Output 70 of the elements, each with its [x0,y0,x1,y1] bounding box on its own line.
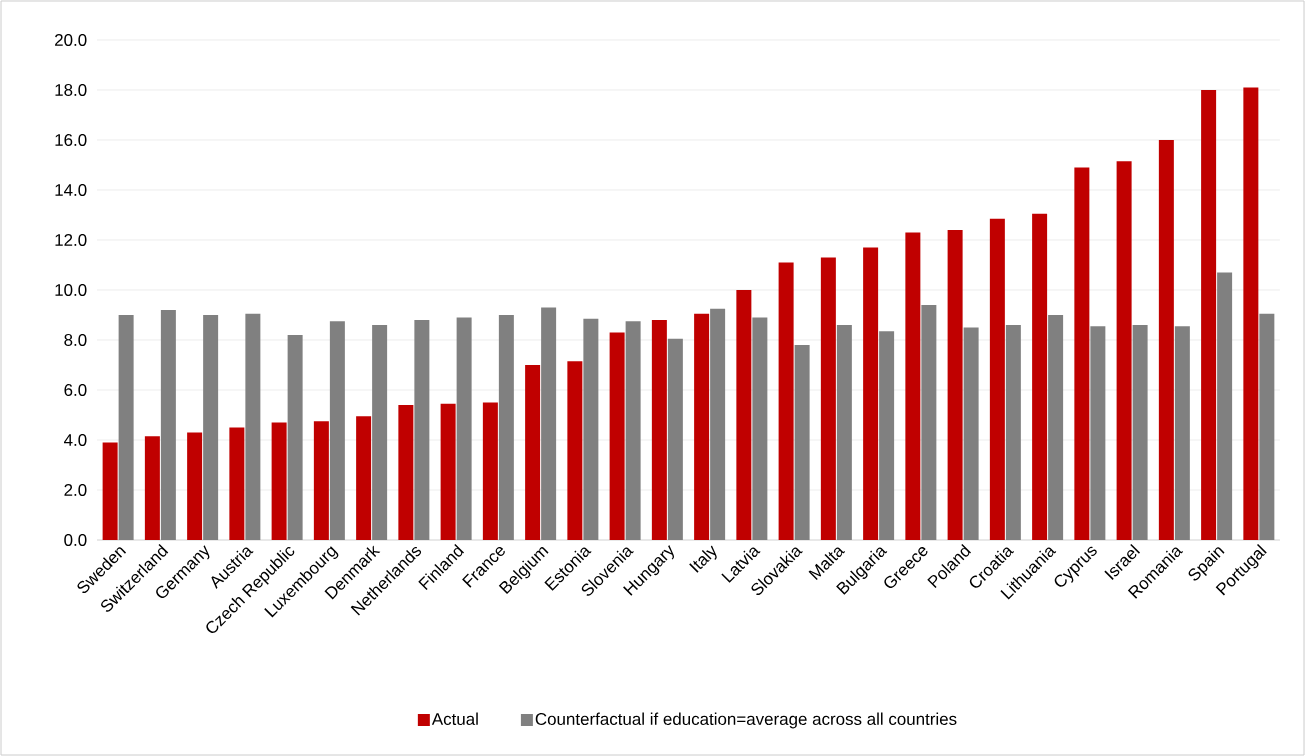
bar [921,305,937,540]
y-tick-label: 4.0 [64,434,87,446]
bar [736,290,752,540]
bar [271,422,287,540]
bar [398,405,414,540]
y-tick-label: 20.0 [55,34,87,46]
y-tick-label: 6.0 [64,384,87,396]
bar [879,331,895,540]
bar [710,308,726,540]
bar [313,421,329,540]
bar [372,325,388,540]
y-tick-label: 12.0 [55,234,87,246]
bar [794,345,810,540]
bar [1048,315,1064,540]
bar [1174,326,1190,540]
bar [609,332,625,540]
bar [525,365,541,540]
bar [541,307,557,540]
bar [836,325,852,540]
bar [989,218,1005,540]
bar [1259,313,1275,540]
bar [440,403,456,540]
bar [963,327,979,540]
y-tick-label: 14.0 [55,184,87,196]
bar [625,321,641,540]
bar [583,318,599,540]
legend-label: Counterfactual if education=average across all countries [535,712,957,729]
bar [820,257,836,540]
bar [482,402,498,540]
bar [905,232,921,540]
bar [1158,140,1174,540]
bar [160,310,176,540]
bar [667,338,683,540]
bar [329,321,345,540]
x-tick-label: Italy [689,545,717,573]
bar [651,320,667,540]
bar [1090,326,1106,540]
y-tick-label: 10.0 [55,284,87,296]
bar [567,361,583,540]
y-tick-label: 2.0 [64,484,87,496]
bar [102,442,118,540]
bar [245,313,261,540]
y-tick-label: 0.0 [64,534,87,546]
bar [498,315,514,540]
y-tick-label: 16.0 [55,134,87,146]
bar [1116,161,1132,540]
bar [187,432,203,540]
bar [1201,90,1217,540]
bar [229,427,245,540]
bar [1132,325,1148,540]
bar [752,317,768,540]
bar [414,320,430,540]
bar [1217,272,1233,540]
bar [144,436,160,540]
bar [694,313,710,540]
y-tick-label: 18.0 [55,84,87,96]
bar [1243,87,1259,540]
bar [1074,167,1090,540]
bar [203,315,219,540]
bar [287,335,303,540]
y-tick-label: 8.0 [64,334,87,346]
bar [456,317,472,540]
bar [1032,213,1048,540]
legend-label: Actual [431,712,478,726]
bar [947,230,963,540]
bar [356,416,372,540]
bar [118,315,134,540]
bar [778,262,794,540]
bar [863,247,879,540]
bar [1005,325,1021,540]
